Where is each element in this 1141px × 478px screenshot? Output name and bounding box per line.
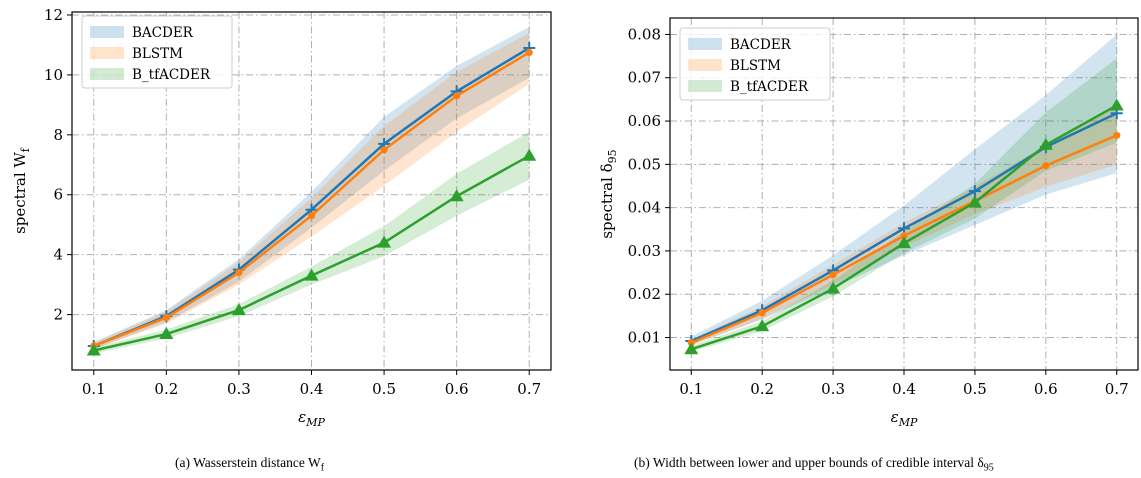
legend-swatch-blstm — [688, 59, 722, 71]
point-blstm — [235, 269, 243, 277]
legend-label-b-tfacder: B_tfACDER — [132, 67, 211, 83]
x-tick-label: 0.6 — [1034, 380, 1058, 398]
point-blstm — [307, 212, 316, 220]
legend-label-bacder: BACDER — [730, 37, 792, 53]
point-blstm — [829, 271, 837, 279]
y-tick-label: 4 — [53, 246, 63, 264]
point-b-tfacder — [449, 189, 464, 202]
x-axis-label: εMP — [298, 408, 325, 429]
y-tick-label: 0.04 — [628, 199, 661, 217]
point-b-tfacder — [304, 268, 319, 281]
band-blstm — [93, 32, 530, 350]
legend-swatch-blstm — [90, 47, 124, 59]
point-blstm — [758, 309, 766, 317]
x-tick-label: 0.2 — [154, 380, 178, 398]
point-b-tfacder — [897, 236, 911, 249]
point-blstm — [453, 92, 461, 100]
x-tick-label: 0.3 — [227, 380, 251, 398]
point-b-tfacder — [684, 342, 699, 355]
point-blstm — [1042, 162, 1050, 170]
x-tick-label: 0.1 — [82, 380, 106, 398]
point-b-tfacder — [967, 195, 982, 208]
x-tick-label: 0.5 — [372, 380, 396, 398]
y-tick-label: 2 — [53, 306, 63, 324]
caption-right-text: (b) Width between lower and upper bounds… — [634, 455, 984, 470]
legend-label-blstm: BLSTM — [730, 58, 781, 74]
x-tick-label: 0.1 — [679, 380, 703, 398]
point-blstm — [900, 232, 908, 240]
x-axis-label: εMP — [891, 408, 918, 429]
legend-label-bacder: BACDER — [132, 25, 194, 41]
x-tick-label: 0.6 — [445, 380, 469, 398]
legend: BACDER BLSTM B_tfACDER — [81, 15, 233, 89]
y-tick-label: 0.02 — [628, 285, 661, 303]
y-tick-label: 10 — [44, 66, 63, 84]
caption-right-sub: 95 — [983, 462, 994, 474]
chart-credible-interval-width: 0.1 0.2 0.3 0.4 0.5 0.6 0.7 0.01 0.02 0.03 0.04 0.0… — [598, 17, 1139, 429]
legend-swatch-b-tfacder — [688, 80, 722, 92]
point-b-tfacder — [377, 235, 392, 248]
point-bacder — [968, 185, 981, 198]
legend-label-b-tfacder: B_tfACDER — [730, 79, 809, 95]
y-axis-label: spectral δ95 — [598, 149, 619, 238]
legend-label-blstm: BLSTM — [132, 46, 183, 62]
y-tick-label: 8 — [53, 126, 63, 144]
y-axis-label: spectral Wf — [11, 147, 32, 234]
point-b-tfacder — [755, 319, 770, 332]
point-b-tfacder — [231, 303, 246, 316]
x-tick-label: 0.4 — [892, 380, 916, 398]
point-blstm — [162, 313, 170, 322]
legend-swatch-bacder — [90, 26, 124, 38]
y-tick-label: 0.06 — [628, 112, 661, 130]
point-b-tfacder — [826, 281, 841, 294]
point-b-tfacder — [159, 327, 174, 340]
band-bacder — [691, 34, 1117, 345]
x-tick-label: 0.7 — [1105, 380, 1129, 398]
y-tick-label: 0.08 — [628, 25, 661, 43]
chart-wasserstein-distance: 0.1 0.2 0.3 0.4 0.5 0.6 0.7 2 4 6 8 10 12 εMP spectral… — [11, 6, 552, 429]
legend-box — [81, 15, 233, 89]
x-tick-label: 0.2 — [750, 380, 774, 398]
legend-box — [679, 27, 831, 101]
y-tick-label: 0.01 — [628, 329, 661, 347]
point-blstm — [380, 146, 388, 154]
y-tick-label: 0.03 — [628, 242, 661, 260]
caption-left-sub: f — [320, 462, 325, 474]
x-tick-label: 0.3 — [821, 380, 845, 398]
caption-left: (a) Wasserstein distance Wf — [175, 455, 324, 474]
legend-swatch-bacder — [688, 38, 722, 50]
legend: BACDER BLSTM B_tfACDER — [679, 27, 831, 101]
y-tick-label: 6 — [53, 186, 63, 204]
point-b-tfacder — [86, 343, 101, 356]
caption-left-text: (a) Wasserstein distance W — [175, 455, 321, 470]
y-tick-label: 0.05 — [628, 155, 661, 173]
x-tick-label: 0.4 — [300, 380, 324, 398]
point-b-tfacder — [1038, 137, 1053, 150]
legend-swatch-b-tfacder — [90, 68, 124, 80]
band-bacder — [93, 26, 530, 350]
point-blstm — [525, 48, 533, 57]
y-tick-label: 12 — [44, 6, 63, 24]
caption-right: (b) Width between lower and upper bounds… — [634, 455, 994, 474]
point-b-tfacder — [522, 148, 537, 161]
x-tick-label: 0.5 — [963, 380, 987, 398]
point-b-tfacder — [1109, 98, 1124, 111]
x-tick-label: 0.7 — [517, 380, 541, 398]
point-blstm — [1113, 131, 1121, 139]
y-tick-label: 0.07 — [628, 69, 661, 87]
